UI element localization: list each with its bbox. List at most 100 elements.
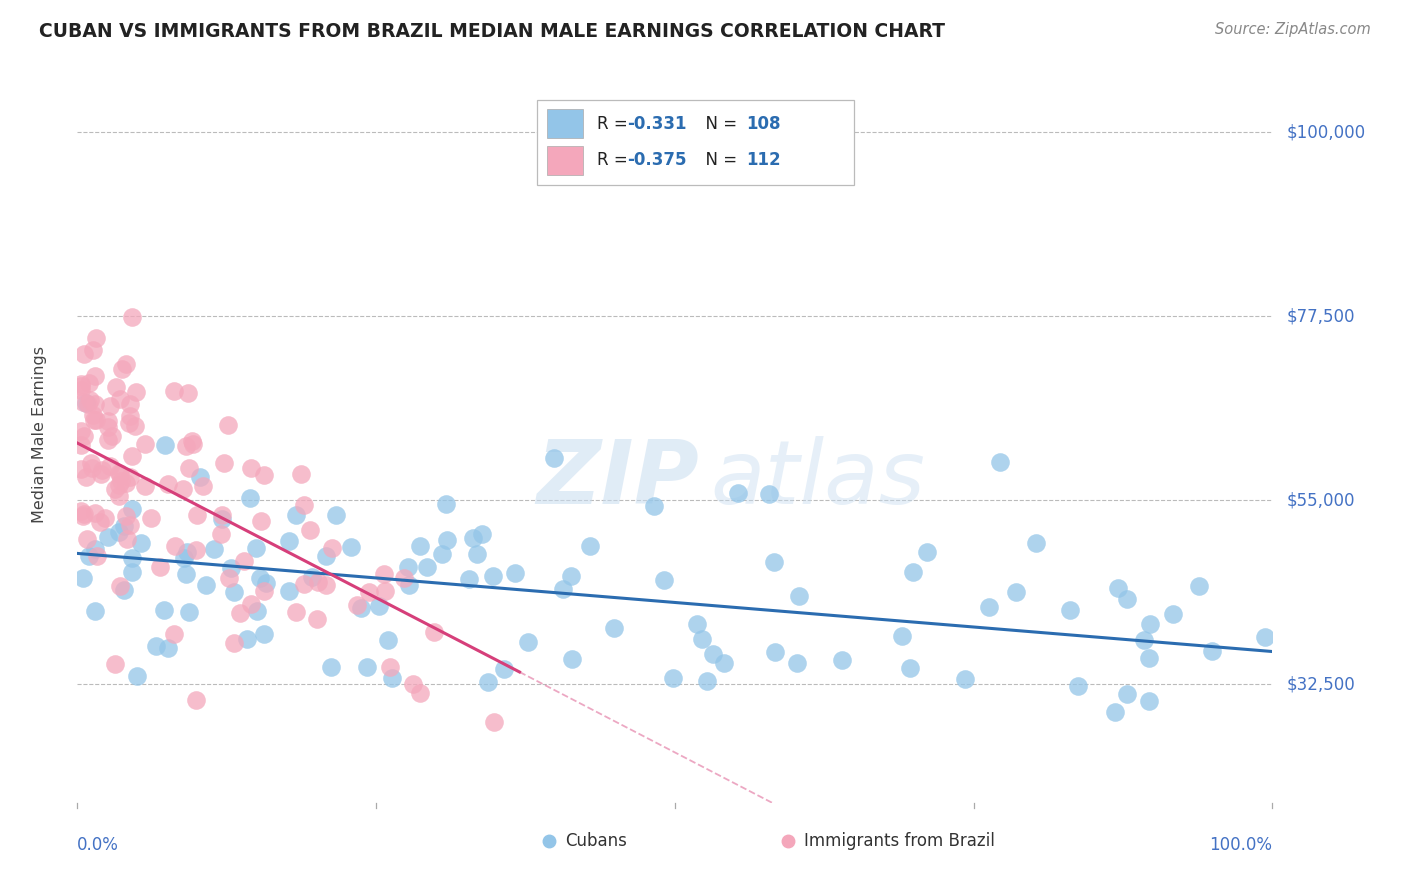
Point xyxy=(108,524,131,539)
Point xyxy=(292,499,315,513)
Point xyxy=(184,542,207,557)
Point xyxy=(73,429,96,443)
Point xyxy=(285,508,308,523)
Point xyxy=(434,497,457,511)
Point xyxy=(84,397,107,411)
Point xyxy=(1107,581,1129,595)
Point xyxy=(373,566,395,581)
Text: $77,500: $77,500 xyxy=(1286,307,1355,326)
Point xyxy=(356,660,378,674)
Point xyxy=(652,574,675,588)
Point xyxy=(186,508,208,523)
Point xyxy=(245,541,267,555)
Point xyxy=(787,589,810,603)
Text: -0.331: -0.331 xyxy=(627,114,686,133)
Point xyxy=(174,439,197,453)
Text: 100.0%: 100.0% xyxy=(1209,836,1272,854)
Point xyxy=(83,541,105,556)
Point xyxy=(211,512,233,526)
Point xyxy=(246,604,269,618)
Point xyxy=(953,672,976,686)
Point xyxy=(89,515,111,529)
Point xyxy=(1188,579,1211,593)
Point xyxy=(157,640,180,655)
Point xyxy=(346,598,368,612)
FancyBboxPatch shape xyxy=(537,100,855,185)
Point xyxy=(1139,616,1161,631)
Point xyxy=(79,392,101,407)
Point xyxy=(1133,633,1156,648)
Point xyxy=(72,571,94,585)
Text: Immigrants from Brazil: Immigrants from Brazil xyxy=(804,832,995,850)
Point xyxy=(516,635,538,649)
Point xyxy=(90,462,112,476)
Point xyxy=(1115,592,1137,607)
Point xyxy=(176,544,198,558)
Point xyxy=(70,438,93,452)
Point xyxy=(118,416,141,430)
Point xyxy=(1066,679,1088,693)
Point xyxy=(156,476,179,491)
Point xyxy=(696,673,718,688)
Point xyxy=(163,539,186,553)
Point xyxy=(79,376,101,391)
Point xyxy=(115,357,138,371)
Point xyxy=(477,675,499,690)
Point xyxy=(299,523,322,537)
Point xyxy=(70,461,93,475)
Point xyxy=(505,566,527,581)
Point xyxy=(174,567,197,582)
Text: $32,500: $32,500 xyxy=(1286,675,1355,693)
Point xyxy=(319,660,342,674)
Point xyxy=(82,408,104,422)
Point xyxy=(350,600,373,615)
Point xyxy=(253,468,276,483)
Point xyxy=(112,582,135,597)
Point xyxy=(217,417,239,432)
Point xyxy=(457,573,479,587)
Point xyxy=(901,565,924,579)
Point xyxy=(228,607,250,621)
Point xyxy=(481,569,503,583)
Point xyxy=(758,487,780,501)
Point xyxy=(121,550,143,565)
Point xyxy=(1254,630,1277,644)
Point xyxy=(307,612,329,626)
Point xyxy=(76,397,98,411)
Point xyxy=(277,583,299,598)
Point xyxy=(112,518,135,533)
Point xyxy=(890,629,912,643)
Text: 108: 108 xyxy=(747,114,782,133)
Text: Source: ZipAtlas.com: Source: ZipAtlas.com xyxy=(1215,22,1371,37)
Point xyxy=(107,477,129,491)
Text: $100,000: $100,000 xyxy=(1286,123,1365,141)
Point xyxy=(643,499,665,513)
Point xyxy=(1104,705,1126,719)
Point xyxy=(224,585,246,599)
Point xyxy=(253,627,276,641)
Point xyxy=(561,652,583,666)
Point xyxy=(402,677,425,691)
Point xyxy=(1004,585,1026,599)
Point xyxy=(463,531,485,545)
Point xyxy=(239,491,262,505)
Point xyxy=(222,636,245,650)
Point xyxy=(465,547,488,561)
Text: 112: 112 xyxy=(747,152,782,169)
Text: CUBAN VS IMMIGRANTS FROM BRAZIL MEDIAN MALE EARNINGS CORRELATION CHART: CUBAN VS IMMIGRANTS FROM BRAZIL MEDIAN M… xyxy=(39,22,945,41)
Point xyxy=(97,420,120,434)
Point xyxy=(121,502,143,516)
Text: ZIP: ZIP xyxy=(536,435,699,523)
Point xyxy=(292,577,315,591)
Point xyxy=(110,392,132,406)
Point xyxy=(315,578,337,592)
Point xyxy=(139,511,162,525)
Point xyxy=(181,434,204,448)
Point xyxy=(107,489,129,503)
Point xyxy=(240,460,263,475)
Point xyxy=(163,627,186,641)
Point xyxy=(422,624,444,639)
Text: $55,000: $55,000 xyxy=(1286,491,1355,509)
Point xyxy=(100,400,122,414)
Point xyxy=(188,470,211,484)
